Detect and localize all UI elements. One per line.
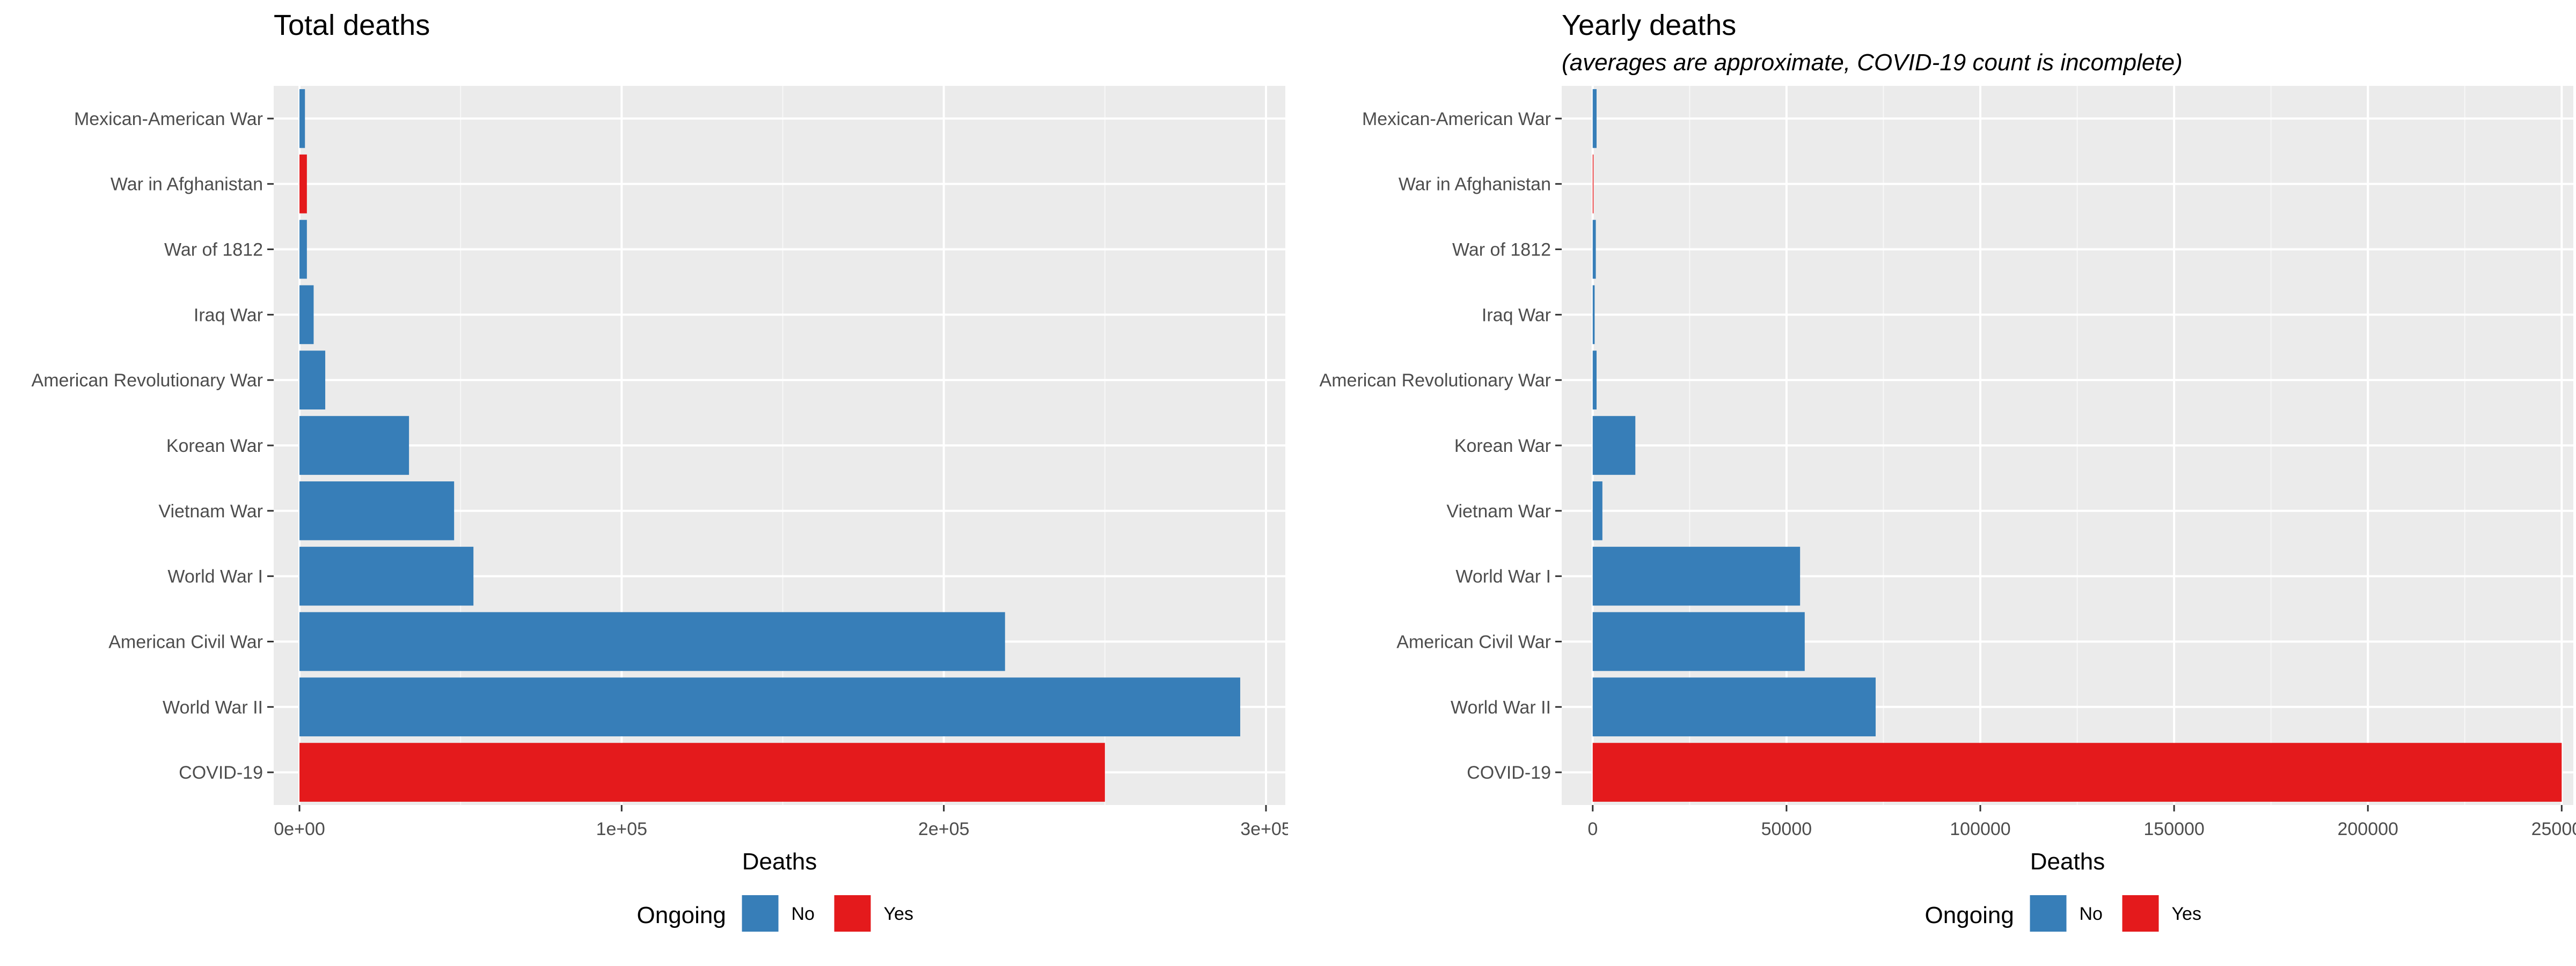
category-label: Vietnam War xyxy=(1446,501,1551,522)
bar xyxy=(299,285,314,345)
category-label: Iraq War xyxy=(194,305,263,325)
chart-title: Yearly deaths xyxy=(1562,9,1737,41)
bar xyxy=(1592,219,1596,279)
category-label: War in Afghanistan xyxy=(1399,174,1551,195)
bar xyxy=(299,546,474,606)
x-tick-label: 0e+00 xyxy=(274,819,325,839)
legend-swatch xyxy=(742,895,779,932)
legend-label: No xyxy=(792,904,815,924)
bar xyxy=(1592,285,1595,345)
chart-subtitle: (averages are approximate, COVID-19 coun… xyxy=(1562,49,2183,76)
bar xyxy=(299,612,1005,671)
category-label: American Civil War xyxy=(108,632,263,652)
bar xyxy=(299,154,307,214)
yearly-deaths-panel: Yearly deaths (averages are approximate,… xyxy=(1288,0,2576,966)
category-label: World War I xyxy=(1455,567,1551,587)
bar xyxy=(1592,89,1597,148)
legend-label: Yes xyxy=(884,904,913,924)
yearly-deaths-chart: Mexican-American War War in Afghanistan Wa… xyxy=(1320,86,2576,932)
bar xyxy=(299,677,1240,737)
x-tick-label: 250000 xyxy=(2531,819,2576,839)
category-label: American Revolutionary War xyxy=(32,370,263,391)
category-label: COVID-19 xyxy=(179,763,263,783)
legend-swatch xyxy=(2030,895,2067,932)
category-label: World War II xyxy=(1451,697,1551,718)
category-label: American Civil War xyxy=(1396,632,1551,652)
bar xyxy=(1592,154,1594,214)
legend-title: Ongoing xyxy=(637,902,726,928)
bar xyxy=(299,481,455,540)
legend-label: No xyxy=(2080,904,2103,924)
category-label: World War I xyxy=(167,567,263,587)
bar xyxy=(1592,546,1801,606)
category-label: War of 1812 xyxy=(1452,240,1551,260)
category-label: Vietnam War xyxy=(158,501,263,522)
bar xyxy=(1592,743,2562,802)
x-tick-label: 100000 xyxy=(1950,819,2010,839)
bar xyxy=(1592,481,1602,540)
chart-title: Total deaths xyxy=(274,9,430,41)
x-tick-label: 1e+05 xyxy=(596,819,648,839)
legend-title: Ongoing xyxy=(1925,902,2014,928)
x-tick-label: 3e+05 xyxy=(1240,819,1288,839)
total-deaths-chart: Mexican-American War War in Afghanistan Wa… xyxy=(32,86,1288,932)
category-label: Korean War xyxy=(1454,436,1551,456)
bar xyxy=(299,743,1105,802)
category-label: War in Afghanistan xyxy=(111,174,263,195)
bar xyxy=(299,89,305,148)
bar xyxy=(299,350,326,409)
x-tick-label: 50000 xyxy=(1761,819,1812,839)
legend-swatch xyxy=(834,895,871,932)
x-axis-title: Deaths xyxy=(2030,848,2105,875)
bar xyxy=(1592,612,1805,671)
category-label: Iraq War xyxy=(1482,305,1551,325)
bar xyxy=(1592,416,1636,475)
category-label: World War II xyxy=(163,697,263,718)
bar xyxy=(1592,350,1597,409)
category-label: COVID-19 xyxy=(1467,763,1551,783)
x-tick-label: 150000 xyxy=(2143,819,2204,839)
category-label: Mexican-American War xyxy=(74,109,263,129)
legend-swatch xyxy=(2122,895,2159,932)
legend-label: Yes xyxy=(2172,904,2201,924)
x-tick-label: 2e+05 xyxy=(918,819,970,839)
category-label: Korean War xyxy=(166,436,263,456)
category-label: American Revolutionary War xyxy=(1320,370,1551,391)
category-label: Mexican-American War xyxy=(1362,109,1551,129)
total-deaths-panel: Total deaths Mexican-American War War in … xyxy=(32,9,1288,932)
x-axis-title: Deaths xyxy=(742,848,817,875)
category-label: War of 1812 xyxy=(164,240,263,260)
bar xyxy=(299,416,409,475)
x-tick-label: 0 xyxy=(1587,819,1598,839)
x-tick-label: 200000 xyxy=(2337,819,2398,839)
bar xyxy=(1592,677,1876,737)
bar xyxy=(299,219,307,279)
